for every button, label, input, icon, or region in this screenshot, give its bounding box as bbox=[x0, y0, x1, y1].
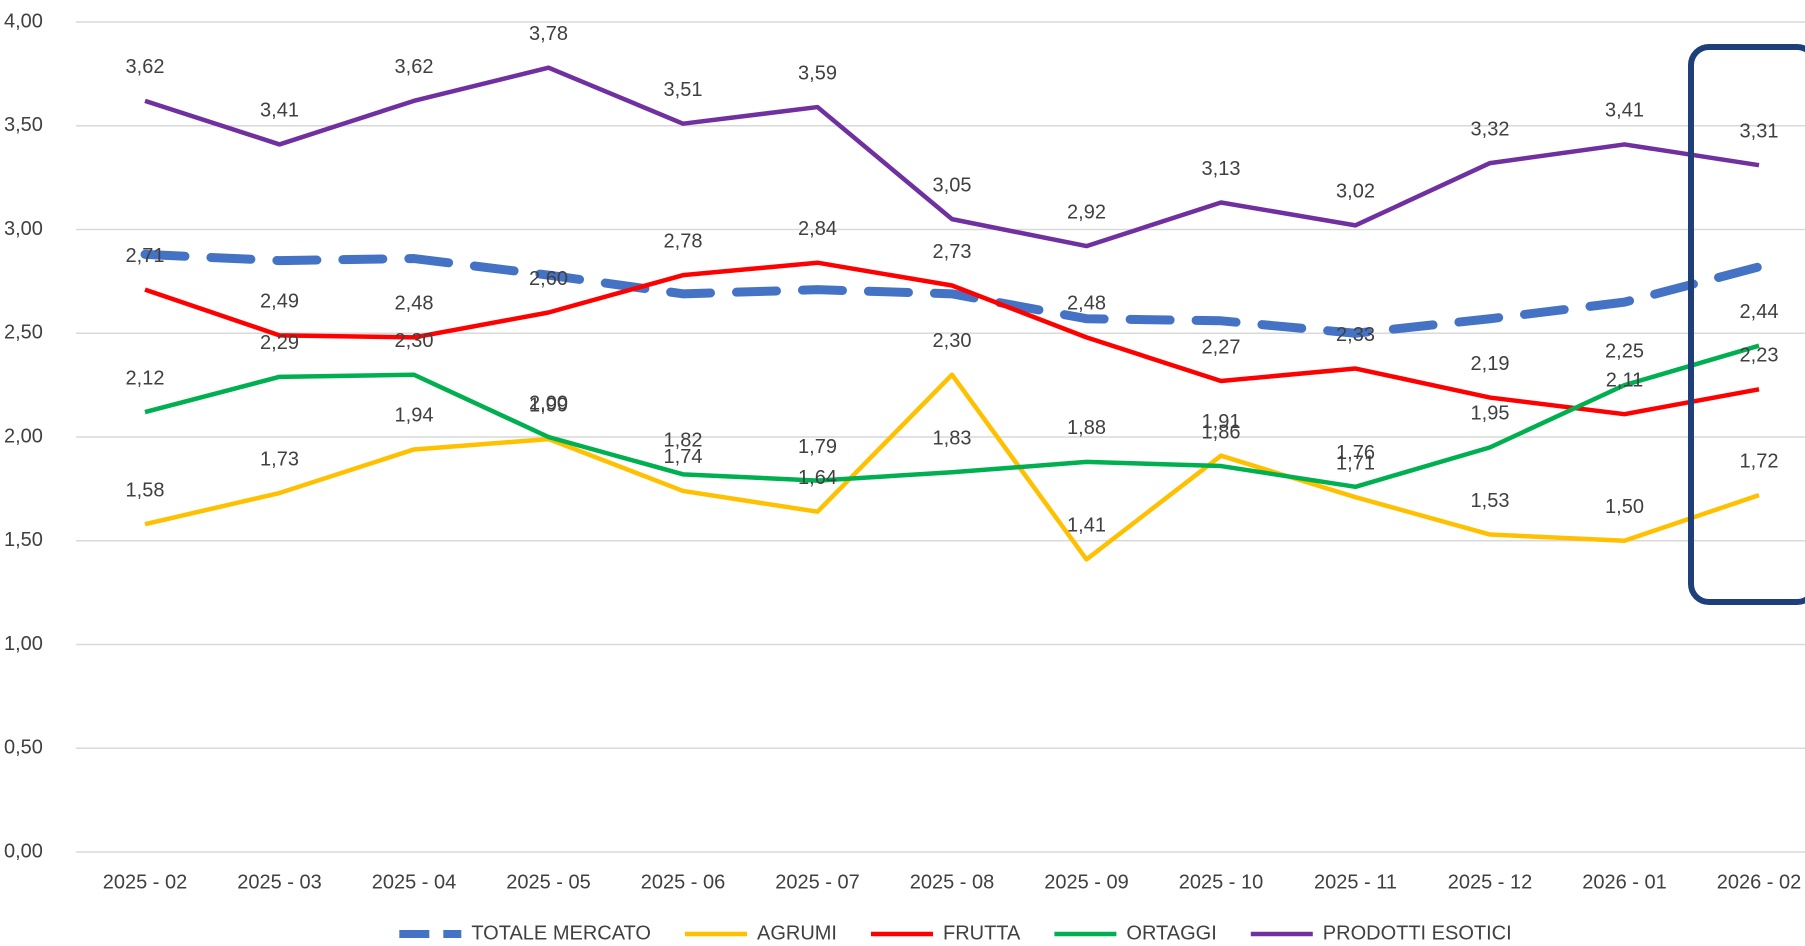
y-tick-label: 1,50 bbox=[4, 529, 43, 551]
y-tick-label: 2,50 bbox=[4, 322, 43, 344]
legend-label: TOTALE MERCATO bbox=[471, 922, 651, 944]
data-label: 2,60 bbox=[529, 268, 568, 290]
data-label: 2,23 bbox=[1740, 345, 1779, 367]
x-tick-label: 2025 - 04 bbox=[372, 871, 457, 893]
x-tick-label: 2025 - 02 bbox=[103, 871, 188, 893]
data-label: 1,94 bbox=[395, 405, 434, 427]
data-label: 1,74 bbox=[664, 446, 703, 468]
data-label: 1,58 bbox=[126, 479, 165, 501]
data-label: 2,48 bbox=[1067, 293, 1106, 315]
legend: TOTALE MERCATO AGRUMI FRUTTA ORTAGGI PRODOTT… bbox=[399, 922, 1512, 944]
y-tick-label: 0,00 bbox=[4, 840, 43, 862]
data-label: 1,99 bbox=[529, 394, 568, 416]
legend-label: PRODOTTI ESOTICI bbox=[1323, 922, 1512, 944]
data-label: 1,91 bbox=[1202, 411, 1241, 433]
data-label: 3,78 bbox=[529, 23, 568, 45]
x-tick-label: 2026 - 01 bbox=[1582, 871, 1667, 893]
data-label: 2,30 bbox=[395, 330, 434, 352]
data-label: 2,30 bbox=[933, 330, 972, 352]
data-label: 3,13 bbox=[1202, 158, 1241, 180]
highlight-box bbox=[1688, 44, 1805, 605]
legend-item: ORTAGGI bbox=[1054, 922, 1217, 944]
data-label: 1,72 bbox=[1740, 450, 1779, 472]
data-label: 3,41 bbox=[1605, 100, 1644, 122]
data-label: 2,48 bbox=[395, 293, 434, 315]
data-label: 1,79 bbox=[798, 436, 837, 458]
data-label: 3,31 bbox=[1740, 120, 1779, 142]
x-tick-label: 2025 - 12 bbox=[1448, 871, 1533, 893]
data-label: 1,95 bbox=[1471, 403, 1510, 425]
y-tick-label: 4,00 bbox=[4, 10, 43, 32]
y-tick-label: 3,00 bbox=[4, 218, 43, 240]
data-label: 1,88 bbox=[1067, 417, 1106, 439]
grid: 0,00 0,50 1,00 1,50 2,00 2,50 3,00 3,50 4,00 2025… bbox=[4, 10, 1805, 893]
data-label: 1,86 bbox=[1202, 421, 1241, 443]
data-label: 3,59 bbox=[798, 62, 837, 84]
legend-item: FRUTTA bbox=[870, 922, 1021, 944]
x-tick-label: 2025 - 11 bbox=[1314, 871, 1397, 893]
data-label: 2,27 bbox=[1202, 336, 1241, 358]
data-label: 3,41 bbox=[260, 100, 299, 122]
data-label: 1,41 bbox=[1067, 515, 1106, 537]
data-label: 2,44 bbox=[1740, 301, 1779, 323]
data-label: 3,32 bbox=[1471, 118, 1510, 140]
x-tick-label: 2025 - 08 bbox=[910, 871, 995, 893]
data-label: 1,71 bbox=[1336, 452, 1375, 474]
data-label: 2,25 bbox=[1605, 340, 1644, 362]
series-line bbox=[144, 372, 1760, 562]
y-tick-label: 0,50 bbox=[4, 737, 43, 759]
data-label: 3,05 bbox=[933, 174, 972, 196]
data-label: 2,33 bbox=[1336, 324, 1375, 346]
data-label: 2,29 bbox=[260, 332, 299, 354]
series-line bbox=[144, 343, 1760, 490]
data-label: 2,12 bbox=[126, 367, 165, 389]
legend-label: FRUTTA bbox=[943, 922, 1021, 944]
data-label: 2,78 bbox=[664, 230, 703, 252]
x-tick-label: 2025 - 07 bbox=[775, 871, 860, 893]
data-label: 1,83 bbox=[933, 428, 972, 450]
data-label: 1,76 bbox=[1336, 442, 1375, 464]
data-label: 2,00 bbox=[529, 392, 568, 414]
labels: 1,58 1,73 1,94 1,99 1,74 1,64 2,30 1,41 1,91 1,71… bbox=[126, 23, 1779, 537]
data-label: 2,73 bbox=[933, 241, 972, 263]
x-tick-label: 2025 - 06 bbox=[641, 871, 726, 893]
x-tick-label: 2025 - 03 bbox=[237, 871, 322, 893]
data-label: 2,49 bbox=[260, 291, 299, 313]
data-label: 1,82 bbox=[664, 430, 703, 452]
legend-label: ORTAGGI bbox=[1126, 922, 1216, 944]
lines bbox=[140, 65, 1764, 562]
data-label: 3,02 bbox=[1336, 181, 1375, 203]
series-line bbox=[144, 260, 1760, 417]
data-label: 3,62 bbox=[126, 56, 165, 78]
x-tick-label: 2026 - 02 bbox=[1717, 871, 1802, 893]
data-label: 2,71 bbox=[126, 245, 165, 267]
y-tick-label: 2,00 bbox=[4, 425, 43, 447]
data-label: 2,11 bbox=[1606, 369, 1643, 391]
data-label: 3,51 bbox=[664, 79, 703, 101]
legend-label: AGRUMI bbox=[757, 922, 837, 944]
legend-item: PRODOTTI ESOTICI bbox=[1250, 922, 1512, 944]
data-label: 2,19 bbox=[1471, 353, 1510, 375]
x-tick-label: 2025 - 10 bbox=[1179, 871, 1264, 893]
data-label: 1,50 bbox=[1605, 496, 1644, 518]
series-line bbox=[144, 65, 1760, 249]
series-line bbox=[140, 249, 1764, 338]
y-tick-label: 3,50 bbox=[4, 114, 43, 136]
y-tick-label: 1,00 bbox=[4, 633, 43, 655]
x-tick-label: 2025 - 09 bbox=[1044, 871, 1129, 893]
x-tick-label: 2025 - 05 bbox=[506, 871, 591, 893]
legend-item: AGRUMI bbox=[684, 922, 837, 944]
data-label: 1,64 bbox=[798, 467, 837, 489]
data-label: 3,62 bbox=[395, 56, 434, 78]
legend-item: TOTALE MERCATO bbox=[399, 922, 651, 944]
data-label: 1,53 bbox=[1471, 490, 1510, 512]
data-label: 1,73 bbox=[260, 448, 299, 470]
data-label: 2,84 bbox=[798, 218, 837, 240]
data-label: 2,92 bbox=[1067, 201, 1106, 223]
